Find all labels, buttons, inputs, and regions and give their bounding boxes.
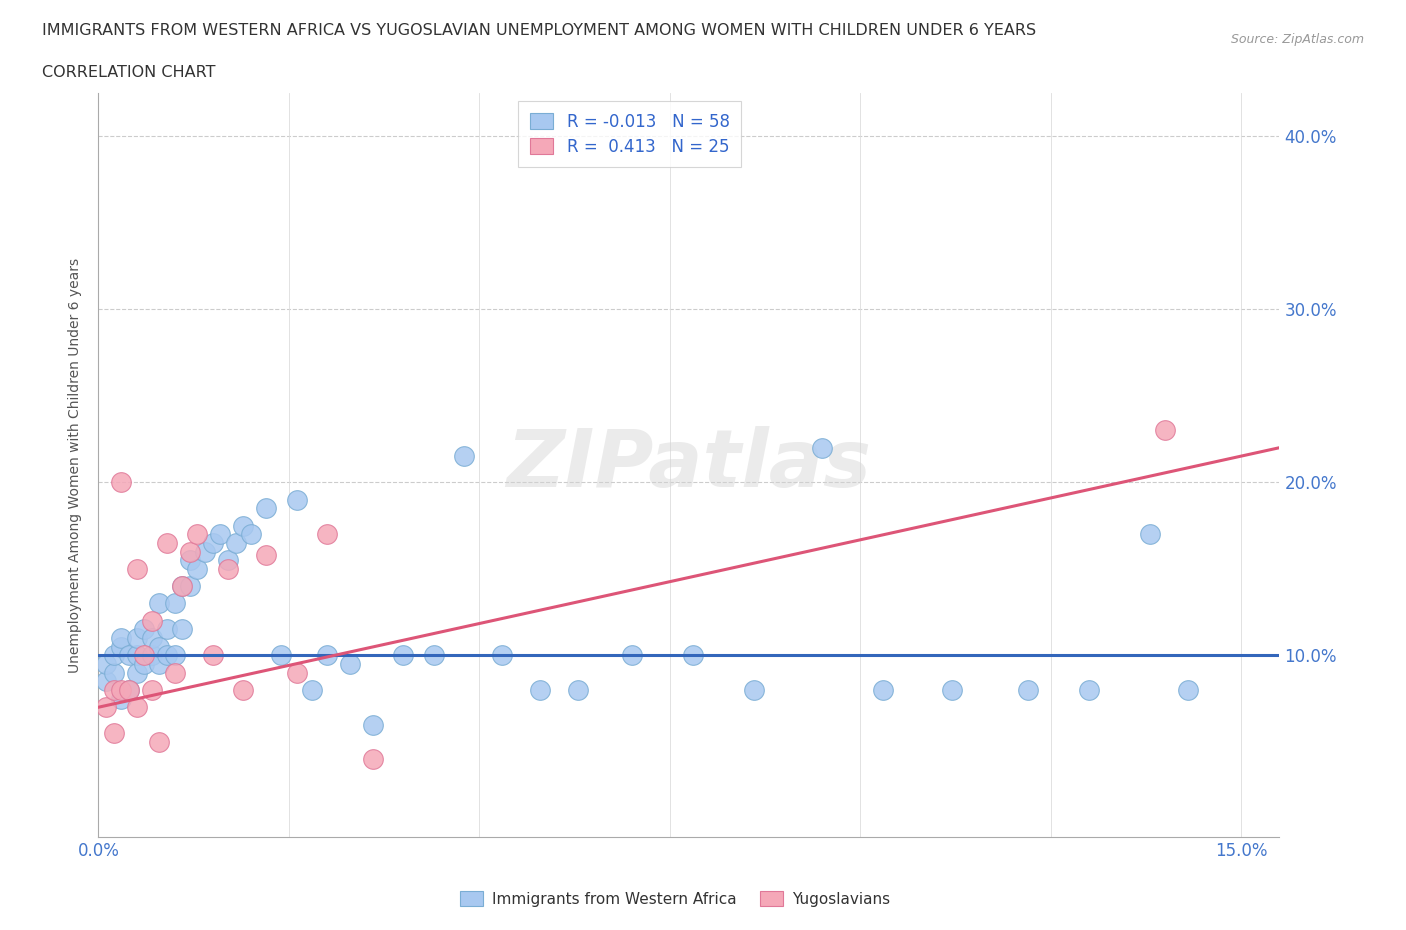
Point bbox=[125, 699, 148, 714]
Point bbox=[141, 648, 163, 663]
Point bbox=[125, 665, 148, 680]
Point bbox=[134, 622, 156, 637]
Point bbox=[1078, 683, 1101, 698]
Point bbox=[148, 657, 170, 671]
Point bbox=[118, 683, 141, 698]
Point bbox=[567, 683, 589, 698]
Point bbox=[209, 526, 232, 541]
Point bbox=[118, 683, 141, 698]
Y-axis label: Unemployment Among Women with Children Under 6 years: Unemployment Among Women with Children U… bbox=[69, 258, 83, 672]
Point bbox=[125, 631, 148, 645]
Point bbox=[285, 665, 308, 680]
Point bbox=[217, 552, 239, 567]
Point bbox=[1177, 683, 1199, 698]
Point bbox=[118, 648, 141, 663]
Point bbox=[148, 639, 170, 654]
Point bbox=[232, 683, 254, 698]
Point bbox=[201, 536, 224, 551]
Point bbox=[186, 526, 208, 541]
Point bbox=[1139, 526, 1161, 541]
Point bbox=[422, 648, 444, 663]
Point bbox=[254, 501, 277, 516]
Point bbox=[270, 648, 292, 663]
Point bbox=[110, 631, 132, 645]
Point bbox=[1017, 683, 1039, 698]
Point bbox=[620, 648, 643, 663]
Point bbox=[285, 492, 308, 507]
Point bbox=[872, 683, 894, 698]
Point bbox=[103, 683, 125, 698]
Point bbox=[163, 648, 186, 663]
Point bbox=[125, 648, 148, 663]
Point bbox=[148, 596, 170, 611]
Point bbox=[316, 526, 339, 541]
Point bbox=[682, 648, 704, 663]
Point bbox=[179, 552, 201, 567]
Point bbox=[156, 622, 179, 637]
Point bbox=[811, 440, 834, 455]
Text: Source: ZipAtlas.com: Source: ZipAtlas.com bbox=[1230, 33, 1364, 46]
Legend: Immigrants from Western Africa, Yugoslavians: Immigrants from Western Africa, Yugoslav… bbox=[454, 885, 896, 913]
Point bbox=[392, 648, 415, 663]
Point bbox=[194, 544, 217, 559]
Point bbox=[225, 536, 247, 551]
Point bbox=[491, 648, 513, 663]
Point bbox=[179, 544, 201, 559]
Point bbox=[134, 648, 156, 663]
Point bbox=[141, 631, 163, 645]
Text: IMMIGRANTS FROM WESTERN AFRICA VS YUGOSLAVIAN UNEMPLOYMENT AMONG WOMEN WITH CHIL: IMMIGRANTS FROM WESTERN AFRICA VS YUGOSL… bbox=[42, 23, 1036, 38]
Point bbox=[217, 562, 239, 577]
Point bbox=[186, 562, 208, 577]
Point bbox=[110, 475, 132, 490]
Point bbox=[172, 622, 194, 637]
Point bbox=[94, 657, 117, 671]
Point bbox=[361, 717, 384, 732]
Point bbox=[156, 536, 179, 551]
Point bbox=[179, 578, 201, 593]
Point bbox=[94, 674, 117, 689]
Point bbox=[316, 648, 339, 663]
Text: ZIPatlas: ZIPatlas bbox=[506, 426, 872, 504]
Point bbox=[110, 691, 132, 706]
Point bbox=[125, 562, 148, 577]
Point bbox=[1154, 423, 1177, 438]
Point bbox=[232, 518, 254, 533]
Text: CORRELATION CHART: CORRELATION CHART bbox=[42, 65, 215, 80]
Point bbox=[172, 578, 194, 593]
Point bbox=[134, 657, 156, 671]
Point bbox=[529, 683, 551, 698]
Point bbox=[239, 526, 262, 541]
Point bbox=[163, 665, 186, 680]
Point bbox=[941, 683, 963, 698]
Point bbox=[141, 683, 163, 698]
Point bbox=[103, 665, 125, 680]
Point bbox=[156, 648, 179, 663]
Point bbox=[103, 648, 125, 663]
Point bbox=[110, 639, 132, 654]
Point bbox=[742, 683, 765, 698]
Point bbox=[163, 596, 186, 611]
Point bbox=[94, 699, 117, 714]
Point bbox=[254, 548, 277, 563]
Point bbox=[141, 613, 163, 628]
Point bbox=[172, 578, 194, 593]
Point bbox=[103, 725, 125, 740]
Point bbox=[301, 683, 323, 698]
Point bbox=[339, 657, 361, 671]
Point bbox=[148, 735, 170, 750]
Legend: R = -0.013   N = 58, R =  0.413   N = 25: R = -0.013 N = 58, R = 0.413 N = 25 bbox=[519, 101, 741, 167]
Point bbox=[201, 648, 224, 663]
Point bbox=[453, 449, 475, 464]
Point bbox=[361, 751, 384, 766]
Point bbox=[110, 683, 132, 698]
